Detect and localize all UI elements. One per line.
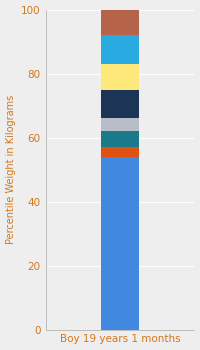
Bar <box>101 9 139 35</box>
Bar <box>101 118 139 131</box>
Bar <box>101 90 139 118</box>
Bar <box>101 35 139 64</box>
Y-axis label: Percentile Weight in Kilograms: Percentile Weight in Kilograms <box>6 95 16 244</box>
Bar <box>101 64 139 90</box>
Bar <box>101 147 139 157</box>
Bar <box>101 131 139 147</box>
Bar <box>101 157 139 330</box>
